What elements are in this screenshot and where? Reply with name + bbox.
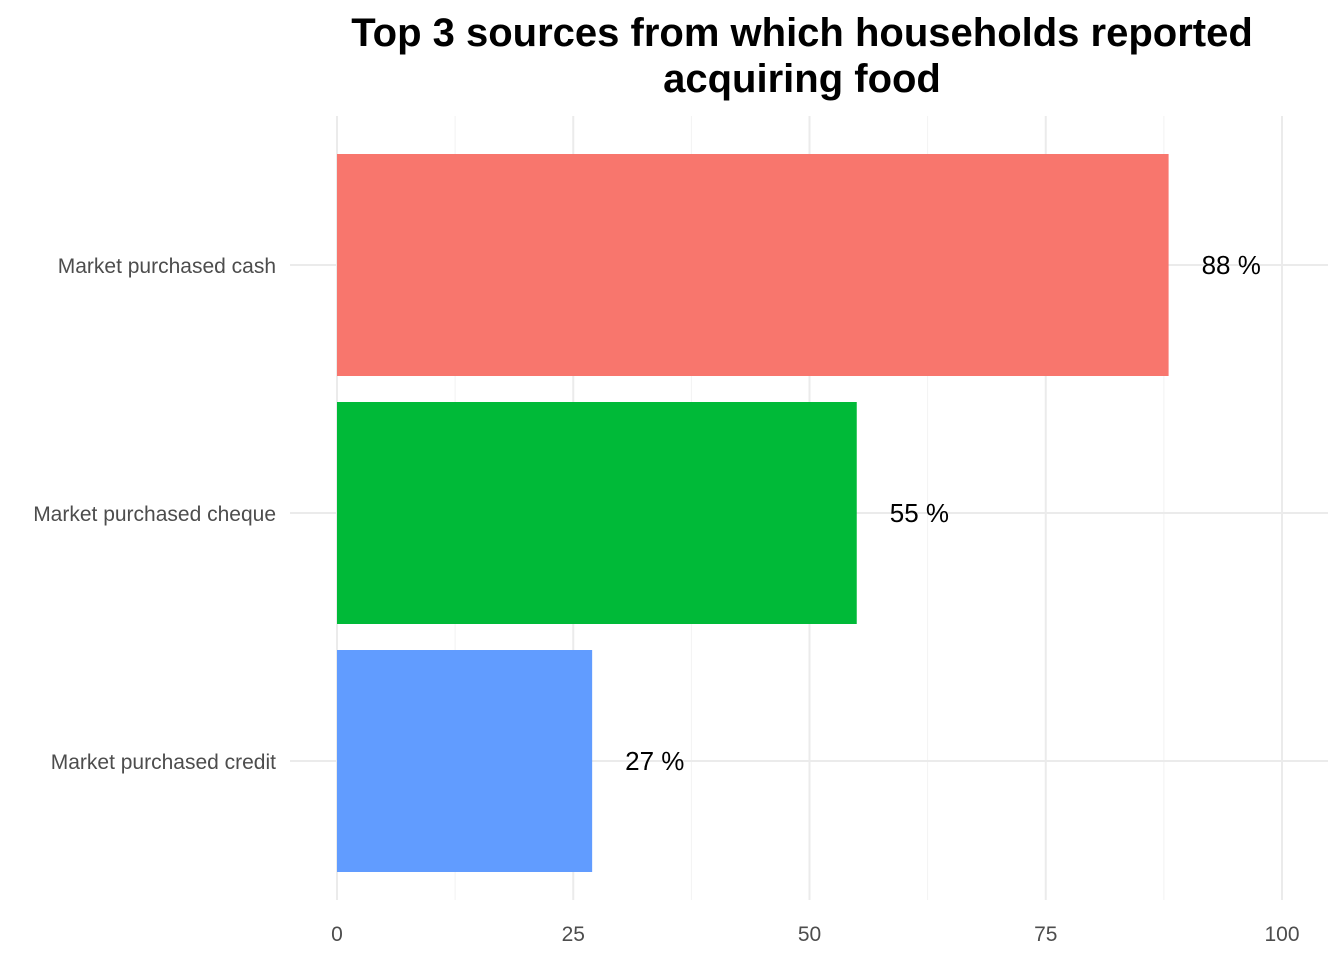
bar xyxy=(337,402,857,624)
x-axis: 0 25 50 75 100 xyxy=(331,923,1299,946)
chart-title-line-1: Top 3 sources from which households repo… xyxy=(351,11,1253,55)
data-label: 88 % xyxy=(1202,250,1261,280)
x-tick-label: 0 xyxy=(331,923,343,946)
chart-title: Top 3 sources from which households repo… xyxy=(0,10,1344,102)
x-tick-label: 50 xyxy=(798,923,821,946)
bar xyxy=(337,154,1169,376)
x-tick-label: 25 xyxy=(562,923,585,946)
x-tick-label: 75 xyxy=(1034,923,1057,946)
y-tick-label: Market purchased cash xyxy=(58,255,276,278)
y-tick-label: Market purchased cheque xyxy=(33,503,276,526)
y-axis: Market purchased cash Market purchased ch… xyxy=(33,255,276,774)
bar xyxy=(337,650,593,872)
bars xyxy=(337,154,1169,872)
data-label: 27 % xyxy=(625,746,684,776)
data-labels: 88 % 55 % 27 % xyxy=(625,250,1261,776)
y-tick-label: Market purchased credit xyxy=(51,751,276,774)
data-label: 55 % xyxy=(890,498,949,528)
x-tick-label: 100 xyxy=(1264,923,1299,946)
chart-title-line-2: acquiring food xyxy=(663,57,941,101)
